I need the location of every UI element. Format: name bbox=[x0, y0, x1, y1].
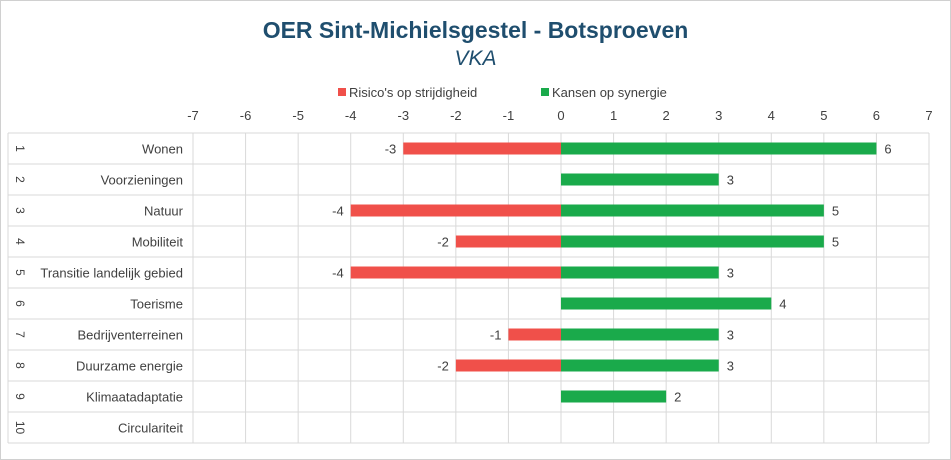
legend: Risico's op strijdigheid Kansen op synerg… bbox=[338, 85, 667, 100]
x-tick-label: 1 bbox=[610, 108, 617, 123]
bar-risk bbox=[403, 142, 561, 155]
x-tick-label: -5 bbox=[292, 108, 304, 123]
bar-chance bbox=[561, 204, 824, 217]
bars bbox=[350, 142, 877, 403]
row-number: 1 bbox=[13, 145, 27, 152]
row-number: 3 bbox=[13, 207, 27, 214]
category-label: Voorzieningen bbox=[101, 173, 183, 188]
x-axis-ticks: -7 -6 -5 -4 -3 -2 -1 0 1 2 3 4 5 6 7 bbox=[187, 108, 932, 123]
data-label: 3 bbox=[727, 328, 734, 343]
data-label: -2 bbox=[437, 235, 449, 250]
data-label: 3 bbox=[727, 266, 734, 281]
data-label: 4 bbox=[779, 297, 786, 312]
bar-chance bbox=[561, 359, 719, 372]
bar-chance bbox=[561, 142, 877, 155]
bar-chance bbox=[561, 173, 719, 186]
x-tick-label: 4 bbox=[768, 108, 775, 123]
category-label: Klimaatadaptatie bbox=[86, 390, 183, 405]
x-tick-label: 5 bbox=[820, 108, 827, 123]
row-number: 2 bbox=[13, 176, 27, 183]
x-tick-label: 7 bbox=[925, 108, 932, 123]
legend-label-1: Kansen op synergie bbox=[552, 85, 667, 100]
category-label: Duurzame energie bbox=[76, 359, 183, 374]
legend-label-0: Risico's op strijdigheid bbox=[349, 85, 477, 100]
data-label: 3 bbox=[727, 173, 734, 188]
x-tick-label: -1 bbox=[503, 108, 515, 123]
row-number: 6 bbox=[13, 300, 27, 307]
bar-risk bbox=[350, 204, 561, 217]
data-label: -1 bbox=[490, 328, 502, 343]
x-tick-label: -4 bbox=[345, 108, 357, 123]
legend-swatch-1 bbox=[541, 88, 549, 96]
data-label: 3 bbox=[727, 359, 734, 374]
row-number: 9 bbox=[13, 393, 27, 400]
row-number: 5 bbox=[13, 269, 27, 276]
row-number: 4 bbox=[13, 238, 27, 245]
x-tick-label: 0 bbox=[557, 108, 564, 123]
grid bbox=[7, 132, 930, 444]
bar-risk bbox=[350, 266, 561, 279]
category-label: Wonen bbox=[142, 142, 183, 157]
chart-subtitle: VKA bbox=[454, 47, 497, 70]
row-number: 7 bbox=[13, 331, 27, 338]
x-tick-label: 3 bbox=[715, 108, 722, 123]
category-label: Mobiliteit bbox=[132, 235, 184, 250]
data-label: 5 bbox=[832, 235, 839, 250]
data-label: -3 bbox=[385, 142, 397, 157]
chart-title: OER Sint-Michielsgestel - Botsproeven bbox=[262, 17, 689, 43]
data-label: -4 bbox=[332, 266, 344, 281]
data-label: -4 bbox=[332, 204, 344, 219]
bar-chance bbox=[561, 297, 772, 310]
x-tick-label: -7 bbox=[187, 108, 199, 123]
x-tick-label: -3 bbox=[398, 108, 410, 123]
x-tick-label: -2 bbox=[450, 108, 462, 123]
bar-chance bbox=[561, 235, 824, 248]
x-tick-label: -6 bbox=[240, 108, 252, 123]
data-label: 5 bbox=[832, 204, 839, 219]
bar-chance bbox=[561, 328, 719, 341]
category-label: Natuur bbox=[144, 204, 184, 219]
x-tick-label: 2 bbox=[663, 108, 670, 123]
x-tick-label: 6 bbox=[873, 108, 880, 123]
row-number: 10 bbox=[13, 421, 27, 435]
data-label: 2 bbox=[674, 390, 681, 405]
data-label: 6 bbox=[884, 142, 891, 157]
row-number: 8 bbox=[13, 362, 27, 369]
category-label: Transitie landelijk gebied bbox=[40, 266, 183, 281]
bar-chance bbox=[561, 390, 667, 403]
data-label: -2 bbox=[437, 359, 449, 374]
category-label: Circulariteit bbox=[118, 421, 183, 436]
bar-risk bbox=[508, 328, 561, 341]
category-label: Bedrijventerreinen bbox=[77, 328, 183, 343]
category-label: Toerisme bbox=[130, 297, 183, 312]
bar-risk bbox=[455, 359, 561, 372]
bar-chance bbox=[561, 266, 719, 279]
legend-swatch-0 bbox=[338, 88, 346, 96]
bar-risk bbox=[455, 235, 561, 248]
data-labels: -3 -4 -2 -4 -1 -2 6 3 5 5 3 4 3 3 2 bbox=[332, 142, 892, 405]
category-rows: 1 Wonen 2 Voorzieningen 3 Natuur 4 Mobiliteit 5 T… bbox=[13, 142, 184, 436]
